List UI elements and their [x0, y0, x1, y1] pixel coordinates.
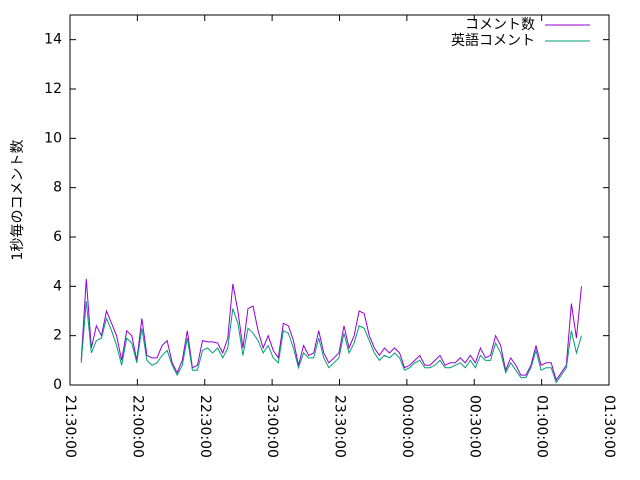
y-axis-label: 1秒毎のコメント数: [10, 140, 26, 261]
x-tick-label: 22:00:00: [129, 395, 145, 458]
x-tick-label: 01:00:00: [534, 395, 550, 458]
y-tick-label: 12: [44, 81, 62, 97]
y-tick-label: 14: [44, 32, 62, 48]
x-tick-label: 00:30:00: [466, 395, 482, 458]
x-tick-label: 01:30:00: [601, 395, 617, 458]
y-tick-label: 4: [53, 278, 62, 294]
y-tick-label: 6: [53, 229, 62, 245]
x-tick-label: 23:30:00: [332, 395, 348, 458]
legend-label: コメント数: [465, 17, 535, 33]
y-tick-label: 10: [44, 130, 62, 146]
x-tick-label: 00:00:00: [399, 395, 415, 458]
x-tick-label: 22:30:00: [197, 395, 213, 458]
series-line: [80, 301, 582, 384]
y-tick-label: 0: [53, 377, 62, 393]
x-tick-label: 23:00:00: [264, 395, 280, 458]
series-line: [80, 278, 582, 382]
y-tick-label: 8: [53, 180, 62, 196]
y-tick-label: 2: [53, 328, 62, 344]
legend-label: 英語コメント: [451, 32, 535, 49]
plot-border: [69, 14, 610, 386]
x-tick-label: 21:30:00: [62, 395, 78, 458]
